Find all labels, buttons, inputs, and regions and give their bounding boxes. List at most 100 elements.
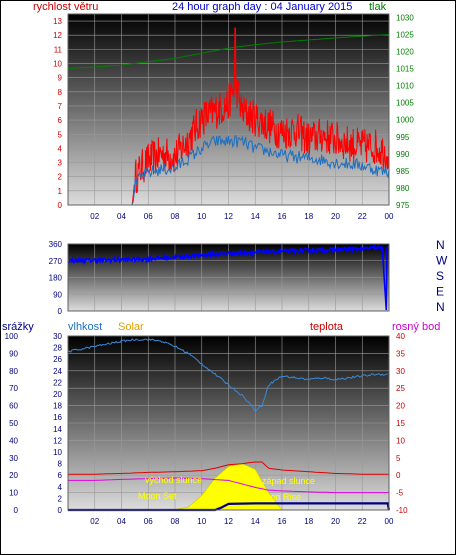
wind-x-tick-label: 12 [224, 212, 233, 221]
direction-plot-frame [67, 243, 390, 312]
climate-x-tick-label: 14 [251, 517, 260, 526]
temperature-tick-label: 25 [396, 384, 405, 393]
wind-avg-line [131, 135, 390, 205]
temperature-tick-label: -10 [396, 506, 408, 515]
temperature-tick-label: 20 [396, 402, 405, 411]
climate-x-tick-label: 22 [358, 517, 367, 526]
rain-axis-title: srážky [2, 321, 34, 333]
climate-x-tick-label: 10 [197, 517, 206, 526]
solar-tick-label: 26 [53, 355, 62, 364]
direction-tick-label: 0 [58, 307, 63, 316]
temperature-tick-label: 30 [396, 367, 405, 376]
wind-tick-label: 0 [58, 201, 63, 210]
wind-x-tick-label: 20 [331, 212, 340, 221]
climate-x-tick-label: 02 [90, 517, 99, 526]
temperature-line [68, 461, 389, 475]
wind-tick-label: 13 [53, 17, 62, 26]
wind-tick-label: 10 [53, 60, 62, 69]
solar-tick-label: 24 [53, 367, 62, 376]
temperature-tick-label: 5 [396, 454, 401, 463]
direction-compass-label: E [436, 285, 444, 299]
climate-x-tick-label: 00 [385, 517, 394, 526]
pressure-line [67, 34, 390, 70]
solar-tick-label: 2 [58, 494, 63, 503]
solar-axis-title: Solar [118, 321, 144, 333]
rain-tick-label: 40 [9, 436, 18, 445]
direction-tick-label: 360 [49, 240, 63, 249]
rain-tick-label: 60 [9, 402, 18, 411]
climate-x-tick-label: 18 [304, 517, 313, 526]
climate-x-tick-label: 04 [117, 517, 126, 526]
wind-axis-title: rychlost větru [33, 1, 98, 13]
solar-tick-label: 6 [58, 471, 63, 480]
pressure-tick-label: 1025 [396, 30, 414, 39]
solar-tick-label: 0 [58, 506, 63, 515]
direction-tick-label: 270 [49, 257, 63, 266]
rain-tick-label: 70 [9, 384, 18, 393]
wind-tick-label: 3 [58, 159, 63, 168]
wind-tick-label: 1 [58, 187, 63, 196]
rain-tick-label: 100 [5, 332, 19, 341]
solar-tick-label: 8 [58, 460, 63, 469]
temperature-tick-label: 10 [396, 436, 405, 445]
rain-tick-label: 80 [9, 367, 18, 376]
direction-tick-label: 180 [49, 274, 63, 283]
climate-plot-frame [67, 335, 390, 511]
wind-x-tick-label: 18 [304, 212, 313, 221]
wind-x-tick-label: 08 [171, 212, 180, 221]
humidity-line [67, 338, 388, 413]
wind-x-tick-label: 16 [278, 212, 287, 221]
pressure-tick-label: 990 [396, 150, 410, 159]
wind-x-tick-label: 04 [117, 212, 126, 221]
dew-point-axis-title: rosný bod [392, 321, 440, 333]
pressure-tick-label: 1020 [396, 48, 414, 57]
pressure-axis-title: tlak [369, 1, 387, 13]
direction-compass-label: S [436, 269, 444, 283]
direction-line [67, 243, 390, 311]
solar-tick-label: 4 [58, 483, 63, 492]
wind-tick-label: 7 [58, 102, 63, 111]
rain-tick-label: 30 [9, 454, 18, 463]
wind-tick-label: 2 [58, 173, 63, 182]
wind-x-tick-label: 02 [90, 212, 99, 221]
rain-tick-label: 90 [9, 349, 18, 358]
climate-x-tick-label: 16 [278, 517, 287, 526]
rain-line [68, 502, 391, 512]
solar-tick-label: 14 [53, 425, 62, 434]
temperature-tick-label: 15 [396, 419, 405, 428]
climate-x-tick-label: 12 [224, 517, 233, 526]
solar-tick-label: 20 [53, 390, 62, 399]
pressure-tick-label: 1015 [396, 65, 414, 74]
wind-tick-label: 11 [54, 45, 63, 54]
wind-x-tick-label: 06 [144, 212, 153, 221]
dew-point-line [68, 477, 389, 494]
pressure-tick-label: 985 [396, 167, 410, 176]
solar-area [172, 463, 283, 511]
wind-tick-label: 9 [58, 74, 63, 83]
wind-plot-frame [67, 13, 390, 206]
pressure-tick-label: 1005 [396, 99, 414, 108]
solar-tick-label: 10 [53, 448, 62, 457]
climate-x-tick-label: 08 [171, 517, 180, 526]
wind-x-tick-label: 00 [385, 212, 394, 221]
pressure-tick-label: 1010 [396, 82, 414, 91]
rain-tick-label: 10 [9, 489, 18, 498]
wind-tick-label: 12 [53, 31, 62, 40]
rain-tick-label: 50 [9, 419, 18, 428]
temperature-tick-label: 35 [396, 349, 405, 358]
climate-x-tick-label: 06 [144, 517, 153, 526]
solar-tick-label: 12 [53, 436, 62, 445]
direction-tick-label: 90 [53, 290, 62, 299]
pressure-tick-label: 995 [396, 133, 410, 142]
direction-compass-label: N [436, 238, 445, 252]
temperature-tick-label: 0 [396, 471, 401, 480]
annotation-sunset: západ slunce [262, 476, 315, 486]
rain-tick-label: 20 [9, 471, 18, 480]
temperature-tick-label: -5 [396, 489, 404, 498]
solar-tick-label: 22 [53, 378, 62, 387]
wind-tick-label: 8 [58, 88, 63, 97]
annotation-moonset: Moon Set [138, 491, 177, 501]
wind-tick-label: 4 [58, 144, 63, 153]
pressure-tick-label: 1000 [396, 116, 414, 125]
wind-tick-label: 6 [58, 116, 63, 125]
